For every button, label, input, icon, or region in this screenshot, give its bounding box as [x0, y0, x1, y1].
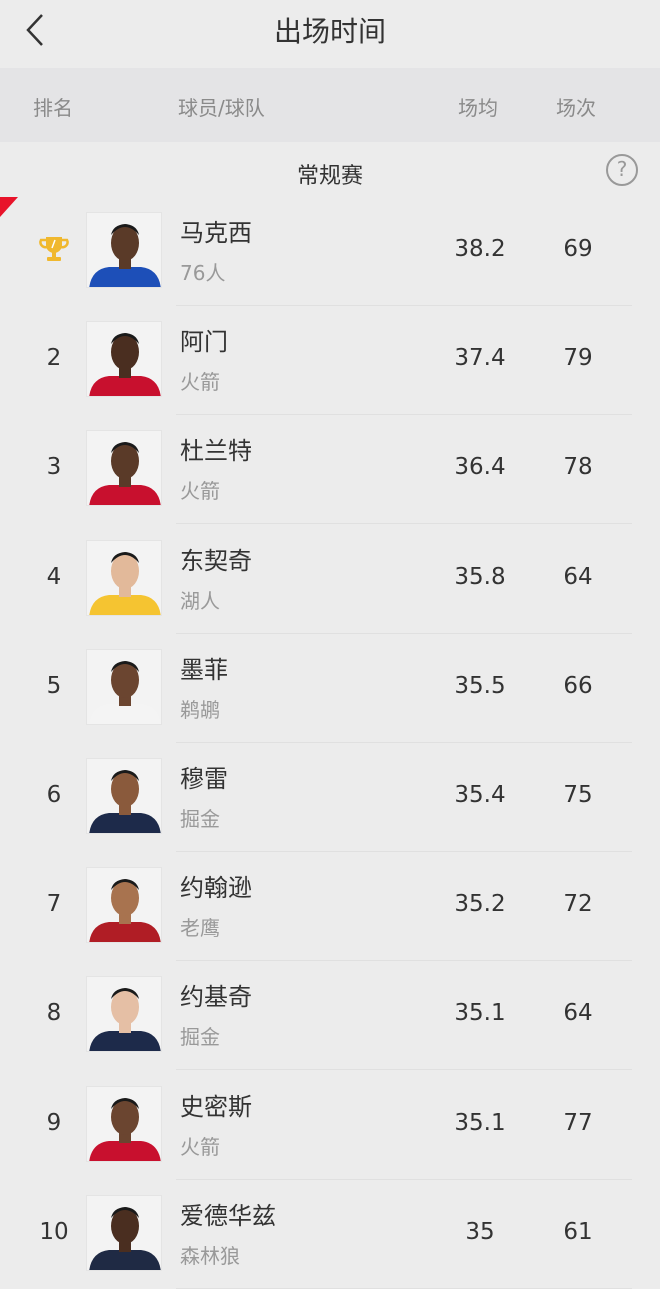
team-name: 老鹰: [180, 916, 220, 941]
player-avatar[interactable]: [86, 1194, 162, 1271]
rank: 5: [46, 672, 62, 699]
nav-bar: 出场时间: [0, 0, 660, 68]
rank: 3: [46, 454, 62, 481]
rank: 10: [39, 1218, 69, 1245]
player-avatar[interactable]: [86, 1085, 162, 1162]
minutes-avg: 35.8: [454, 563, 506, 590]
minutes-avg: 35.1: [454, 1000, 506, 1027]
player-name[interactable]: 东契奇: [180, 546, 252, 575]
header-games[interactable]: 场次: [556, 96, 596, 120]
games-played: 61: [563, 1218, 593, 1245]
header-avg[interactable]: 场均: [458, 96, 498, 120]
question-circle-icon[interactable]: ?: [606, 154, 638, 186]
section-label: 常规赛: [296, 164, 363, 189]
player-name[interactable]: 阿门: [180, 328, 228, 357]
player-row[interactable]: 9 史密斯 火箭 35.1 77: [0, 1071, 660, 1180]
player-avatar[interactable]: [86, 321, 162, 398]
header-player-team: 球员/球队: [178, 96, 265, 120]
games-played: 69: [563, 236, 593, 262]
player-name[interactable]: 杜兰特: [180, 437, 252, 466]
row-divider: [176, 523, 632, 525]
player-name[interactable]: 约翰逊: [180, 874, 252, 903]
player-row[interactable]: 6 穆雷 掘金 35.4 75: [0, 743, 660, 852]
player-row[interactable]: 4 东契奇 湖人 35.8 64: [0, 525, 660, 634]
player-avatar[interactable]: [86, 430, 162, 507]
player-avatar[interactable]: [86, 867, 162, 944]
row-divider: [176, 741, 632, 743]
minutes-avg: 35.1: [454, 1109, 506, 1136]
player-row[interactable]: 马克西 76人 38.2 69: [0, 197, 660, 306]
player-row[interactable]: 8 约基奇 掘金 35.1 64: [0, 961, 660, 1071]
corner-marker: [0, 197, 18, 217]
minutes-avg: 37.4: [454, 345, 506, 372]
team-name: 湖人: [180, 588, 220, 613]
minutes-avg: 35.5: [454, 672, 506, 699]
rank: 6: [46, 782, 62, 808]
games-played: 77: [563, 1109, 593, 1136]
minutes-avg: 36.4: [454, 454, 506, 481]
minutes-avg: 35: [465, 1218, 495, 1245]
team-name: 森林狼: [180, 1243, 240, 1268]
games-played: 75: [563, 782, 593, 808]
player-name[interactable]: 墨菲: [180, 655, 228, 684]
player-avatar[interactable]: [86, 976, 162, 1053]
player-name[interactable]: 约基奇: [180, 983, 252, 1012]
section-header: 常规赛: [0, 142, 660, 198]
rank: 7: [46, 891, 62, 918]
row-divider: [176, 960, 632, 962]
team-name: 掘金: [180, 1025, 220, 1050]
minutes-avg: 35.2: [454, 891, 506, 918]
page-title: 出场时间: [273, 15, 386, 48]
rank: 2: [46, 345, 62, 372]
games-played: 72: [563, 891, 593, 918]
row-divider: [176, 414, 632, 416]
player-row[interactable]: 10 爱德华兹 森林狼 35 61: [0, 1180, 660, 1289]
team-name: 鹈鹕: [180, 697, 220, 722]
player-row[interactable]: 5 墨菲 鹈鹕 35.5 66: [0, 634, 660, 743]
games-played: 78: [563, 454, 593, 481]
player-row[interactable]: 3 杜兰特 火箭 36.4 78: [0, 415, 660, 525]
rank: 8: [46, 1000, 62, 1027]
row-divider: [176, 632, 632, 634]
chevron-left-icon[interactable]: [22, 12, 52, 48]
minutes-avg: 35.4: [454, 782, 506, 808]
minutes-avg: 38.2: [454, 236, 506, 262]
table-header: 排名 球员/球队 场均 场次: [0, 68, 660, 142]
row-divider: [176, 305, 632, 306]
rank: 9: [46, 1109, 62, 1136]
player-avatar[interactable]: [86, 758, 162, 834]
row-divider: [176, 1178, 632, 1180]
player-name[interactable]: 史密斯: [180, 1092, 252, 1121]
team-name: 火箭: [180, 479, 220, 504]
player-name[interactable]: 穆雷: [180, 765, 228, 793]
player-avatar[interactable]: [86, 648, 162, 725]
games-played: 64: [563, 1000, 593, 1027]
games-played: 66: [563, 672, 593, 699]
player-avatar[interactable]: [86, 539, 162, 616]
rank: 4: [46, 563, 62, 590]
team-name: 火箭: [180, 1134, 220, 1159]
row-divider: [176, 1069, 632, 1071]
player-avatar[interactable]: [86, 212, 162, 288]
player-name[interactable]: 马克西: [180, 219, 252, 247]
team-name: 掘金: [180, 807, 220, 831]
player-row[interactable]: 7 约翰逊 老鹰 35.2 72: [0, 852, 660, 962]
games-played: 64: [563, 563, 593, 590]
row-divider: [176, 851, 632, 852]
header-rank: 排名: [33, 96, 73, 120]
player-name[interactable]: 爱德华兹: [180, 1201, 276, 1230]
trophy-icon: [39, 237, 69, 261]
player-row[interactable]: 2 阿门 火箭 37.4 79: [0, 306, 660, 416]
team-name: 火箭: [180, 370, 220, 395]
team-name: 76人: [180, 261, 226, 285]
games-played: 79: [563, 345, 593, 372]
